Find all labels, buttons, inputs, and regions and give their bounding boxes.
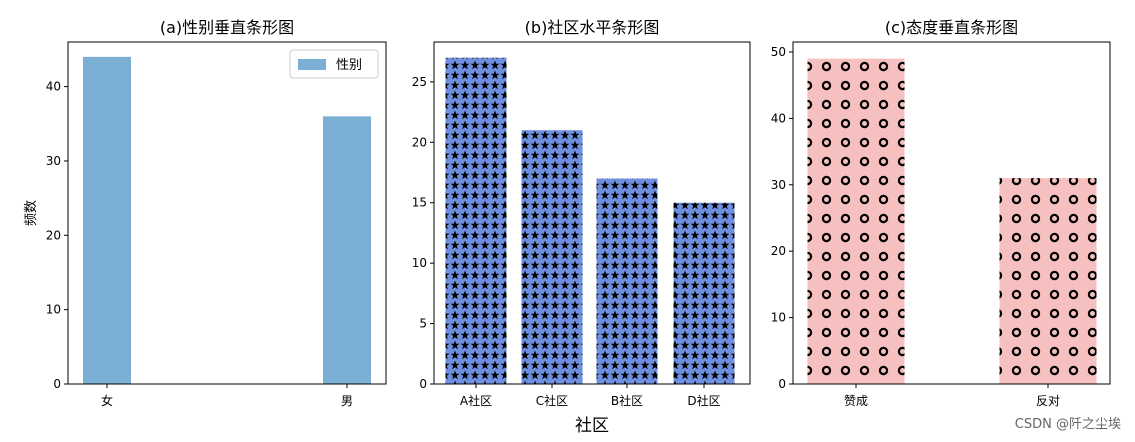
y-tick-label: 10	[46, 303, 61, 317]
x-tick-label: C社区	[536, 393, 568, 408]
legend-box	[289, 49, 379, 79]
x-tick-label: 赞成	[844, 394, 868, 408]
y-tick-label: 40	[771, 111, 786, 125]
y-tick-label: 10	[771, 311, 786, 325]
plot-frame	[67, 41, 387, 385]
bar-3	[596, 178, 658, 384]
bar-2	[521, 130, 583, 384]
y-tick-label: 10	[412, 256, 427, 270]
chart-title: (a)性别垂直条形图	[160, 18, 294, 37]
x-tick-label: D社区	[687, 393, 720, 408]
y-tick-label: 5	[419, 317, 427, 331]
bar-4	[673, 202, 735, 384]
y-tick-label: 20	[412, 135, 427, 149]
x-tick-label: 男	[341, 394, 353, 408]
y-tick-label: 20	[771, 244, 786, 258]
chart-title: (b)社区水平条形图	[525, 18, 660, 37]
y-tick-label: 50	[771, 45, 786, 59]
y-tick-label: 20	[46, 228, 61, 242]
y-tick-label: 0	[419, 377, 427, 391]
y-tick-label: 40	[46, 80, 61, 94]
y-tick-label: 30	[46, 154, 61, 168]
chart-panel-3: (c)态度垂直条形图 0 10 20 30 40 50 赞成 反对	[771, 18, 1111, 408]
x-axis-label: 社区	[575, 416, 609, 436]
y-tick-label: 0	[778, 377, 786, 391]
bar-2	[323, 116, 371, 384]
y-tick-label: 30	[771, 178, 786, 192]
x-tick-label: 反对	[1036, 394, 1060, 408]
plot-frame	[433, 41, 751, 385]
bar-1	[807, 58, 905, 385]
bar-1	[445, 57, 507, 385]
y-axis-label: 频数	[24, 200, 39, 226]
watermark: CSDN @阡之尘埃	[1014, 417, 1121, 432]
y-tick-label: 25	[412, 75, 427, 89]
chart-title: (c)态度垂直条形图	[885, 18, 1018, 37]
legend: 性别	[289, 49, 379, 79]
x-tick-label: A社区	[460, 393, 492, 408]
y-tick-label: 15	[412, 196, 427, 210]
y-tick-label: 0	[53, 377, 61, 391]
plot-frame	[792, 41, 1111, 385]
bar-1	[83, 56, 131, 384]
chart-panel-1: (a)性别垂直条形图 0 10 20 30 40 女 男 频数 性别	[24, 18, 387, 408]
x-tick-label: 女	[101, 393, 113, 408]
bar-2	[999, 178, 1097, 384]
x-tick-label: B社区	[611, 393, 643, 408]
legend-swatch	[298, 59, 326, 70]
legend-label: 性别	[336, 58, 362, 73]
